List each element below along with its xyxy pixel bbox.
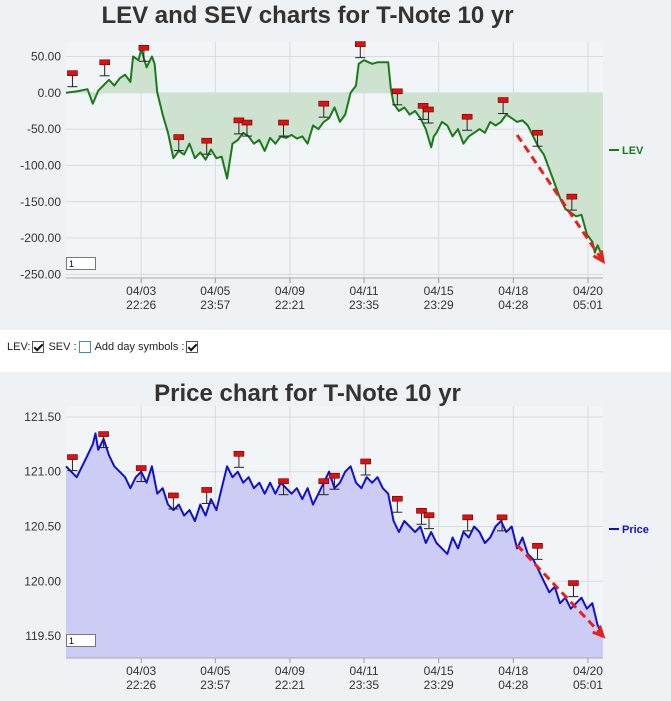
price-ytick-label: 120.50 (24, 520, 61, 534)
lev-trend-arrow-head (592, 250, 605, 265)
price-zoom-input[interactable]: 1 (66, 634, 96, 647)
lev-label: LEV: (7, 341, 31, 353)
lev-ytick-label: 50.00 (31, 50, 61, 64)
lev-ytick-label: 0.00 (38, 86, 62, 100)
price-xtick-label: 22:26 (126, 678, 156, 692)
price-day-marker (568, 580, 579, 586)
lev-day-marker (566, 193, 578, 200)
lev-series-line (65, 48, 604, 259)
price-xtick-label: 04/05 (200, 664, 230, 678)
lev-xtick-label: 22:21 (275, 298, 305, 312)
price-day-marker (392, 495, 403, 502)
lev-day-marker (532, 129, 543, 136)
price-xtick-label: 04/18 (498, 664, 528, 678)
price-xtick-label: 04/11 (349, 664, 378, 678)
lev-xtick-label: 23:57 (200, 298, 230, 312)
price-day-marker (462, 514, 473, 521)
price-trend-arrow-line (515, 544, 605, 638)
price-day-marker (532, 543, 543, 549)
price-day-marker (67, 454, 78, 460)
price-xtick-label: 23:35 (349, 678, 379, 692)
lev-day-marker (67, 70, 78, 76)
lev-day-marker (461, 113, 473, 120)
lev-chart-title: LEV and SEV charts for T-Note 10 yr (101, 2, 514, 29)
sev-checkbox[interactable] (78, 341, 91, 353)
price-area-fill (66, 433, 603, 658)
price-day-marker (201, 487, 212, 493)
lev-day-marker (318, 100, 330, 107)
price-day-marker (423, 512, 435, 518)
price-chart-title: Price chart for T-Note 10 yr (154, 380, 461, 407)
price-xtick-label: 04/20 (573, 664, 603, 678)
price-xtick-label: 23:29 (424, 678, 454, 692)
day-symbols-checkbox[interactable] (186, 341, 199, 353)
lev-xtick-label: 04/18 (498, 284, 528, 298)
price-xtick-label: 23:57 (200, 678, 230, 692)
price-ytick-label: 121.00 (24, 465, 61, 479)
lev-legend-label: LEV (622, 145, 644, 157)
lev-checkbox[interactable] (32, 341, 45, 353)
price-ytick-label: 121.50 (24, 410, 61, 424)
price-day-marker (278, 478, 289, 484)
lev-xtick-label: 04/05 (200, 284, 230, 298)
lev-day-marker (417, 103, 429, 109)
price-chart-panel: Price chart for T-Note 10 yr 04/03 22:26 0… (0, 372, 671, 701)
price-day-marker (135, 465, 147, 471)
lev-area-fill (66, 49, 603, 259)
lev-day-marker (99, 59, 110, 66)
lev-day-marker (278, 119, 289, 126)
lev-ytick-label: -50.00 (27, 122, 61, 136)
lev-xtick-label: 23:29 (424, 298, 454, 312)
lev-xtick-label: 04/03 (126, 284, 156, 298)
lev-xtick-label: 04/11 (349, 284, 378, 298)
lev-xtick-label: 04/09 (275, 284, 305, 298)
price-day-marker (416, 507, 427, 514)
price-xtick-label: 04/03 (126, 664, 156, 678)
lev-day-marker (173, 134, 185, 140)
lev-xtick-label: 22:26 (126, 298, 156, 312)
lev-day-marker (354, 41, 366, 47)
price-day-marker (360, 458, 371, 465)
price-ytick-label: 119.50 (25, 629, 61, 643)
price-day-marker (318, 478, 330, 484)
day-symbols-label: Add day symbols : (94, 341, 185, 353)
price-xtick-label: 04/15 (424, 664, 454, 678)
lev-xtick-label: 04/20 (573, 284, 603, 298)
lev-day-marker (497, 97, 509, 103)
lev-zoom-input[interactable]: 1 (66, 257, 96, 270)
lev-xtick-label: 04/15 (424, 284, 454, 298)
lev-day-marker (392, 88, 403, 95)
lev-ytick-label: -100.00 (20, 158, 61, 172)
price-xtick-label: 05:01 (573, 678, 603, 692)
lev-chart-panel: LEV and SEV charts for T-Note 10 yr 04/0… (0, 0, 671, 330)
price-ytick-label: 120.00 (24, 574, 61, 588)
lev-xtick-label: 05:01 (573, 298, 603, 312)
lev-xtick-label: 23:35 (349, 298, 379, 312)
price-xtick-label: 04:28 (498, 678, 528, 692)
lev-ytick-label: -250.00 (20, 267, 61, 281)
price-day-marker (329, 472, 340, 479)
price-day-marker (98, 431, 109, 437)
price-legend-label: Price (622, 524, 649, 536)
lev-ytick-label: -200.00 (20, 231, 61, 245)
price-day-marker (168, 492, 179, 499)
price-xtick-label: 22:21 (275, 678, 305, 692)
lev-day-marker (138, 44, 150, 51)
sev-label: SEV : (48, 341, 77, 353)
price-trend-arrow-head (592, 625, 606, 639)
lev-xtick-label: 04:28 (498, 298, 528, 312)
lev-day-marker (241, 119, 253, 126)
lev-ytick-label: -150.00 (20, 195, 61, 209)
price-day-marker (233, 451, 245, 457)
chart-controls: LEV: SEV : Add day symbols : (7, 341, 202, 353)
price-day-marker (496, 514, 508, 521)
price-xtick-label: 04/09 (275, 664, 305, 678)
lev-day-marker (423, 106, 434, 113)
lev-day-marker (201, 137, 212, 144)
